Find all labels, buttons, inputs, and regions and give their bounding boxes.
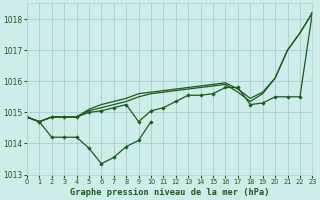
X-axis label: Graphe pression niveau de la mer (hPa): Graphe pression niveau de la mer (hPa) [70,188,269,197]
